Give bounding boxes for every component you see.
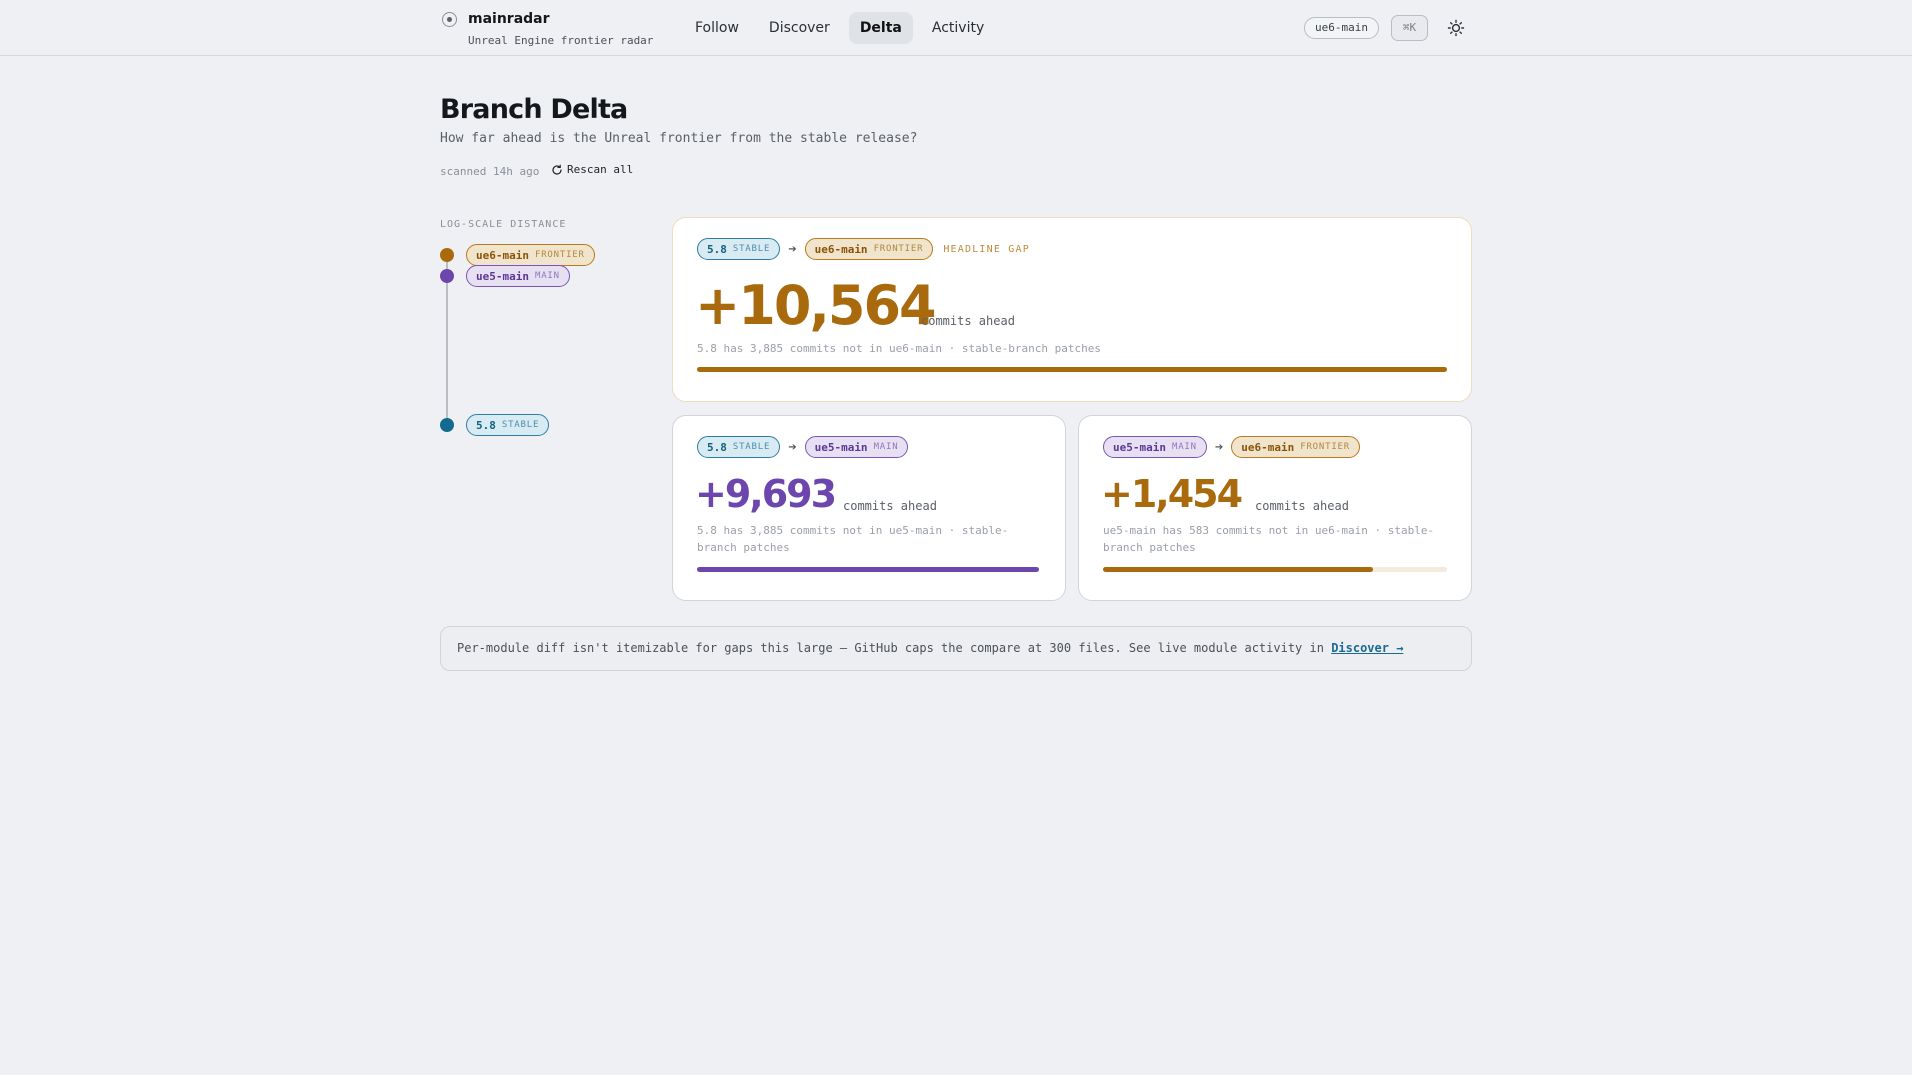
module-diff-note: Per-module diff isn't itemizable for gap… [440,626,1472,671]
stable-to-main-card: 5.8 STABLE ➔ ue5-main MAIN +9,693 commits … [672,415,1066,601]
discover-link[interactable]: Discover → [1331,641,1404,655]
scale-axis-line [446,255,448,425]
from-branch-tag[interactable]: 5.8 STABLE [697,436,781,458]
gap-progress-fill [1103,567,1374,572]
scale-dot-stable [440,418,454,432]
gap-detail-line-2: branch patches [1103,541,1196,554]
gap-progress-bar [1103,567,1447,572]
to-branch-tag[interactable]: ue6-main FRONTIER [1231,436,1360,458]
main-to-frontier-card: ue5-main MAIN ➔ ue6-main FRONTIER +1,454 c… [1078,415,1472,601]
arrow-right-icon: ➔ [788,441,797,453]
sun-icon[interactable] [1446,18,1466,38]
scale-tag-ue6-main[interactable]: ue6-main FRONTIER [466,244,595,266]
branch-selector-pill[interactable]: ue6-main [1304,17,1379,39]
main-nav: Follow Discover Delta Activity [684,12,995,44]
commits-ahead-unit: commits ahead [1255,499,1349,513]
commits-ahead-value: +1,454 [1101,472,1243,516]
top-bar: mainradar Unreal Engine frontier radar F… [0,0,1912,56]
radar-logo-icon [442,12,457,27]
command-palette-shortcut[interactable]: ⌘K [1391,15,1428,41]
nav-activity[interactable]: Activity [931,20,985,36]
scale-dot-frontier [440,248,454,262]
gap-detail: 5.8 has 3,885 commits not in ue6-main · … [697,342,1101,355]
branch-pair: 5.8 STABLE ➔ ue5-main MAIN [697,436,909,458]
arrow-right-icon: ➔ [1214,441,1224,453]
scan-timestamp: scanned 14h ago [440,165,540,178]
page-title: Branch Delta [440,94,628,125]
commits-ahead-unit: commits ahead [843,499,937,513]
branch-pair: 5.8 STABLE ➔ ue6-main FRONTIER HEADLINE GA… [697,238,1030,260]
from-branch-tag[interactable]: ue5-main MAIN [1103,436,1207,458]
headline-gap-label: HEADLINE GAP [943,243,1030,255]
page-subtitle: How far ahead is the Unreal frontier fro… [440,131,918,146]
gap-progress-fill [697,567,1039,572]
rescan-label: Rescan all [567,163,634,176]
gap-progress-bar [697,367,1447,372]
gap-detail-line-1: ue5-main has 583 commits not in ue6-main… [1103,524,1435,537]
gap-progress-bar [697,567,1039,572]
headline-gap-card: 5.8 STABLE ➔ ue6-main FRONTIER HEADLINE GA… [672,217,1472,402]
gap-progress-fill [697,367,1447,372]
to-branch-tag[interactable]: ue5-main MAIN [804,436,909,458]
nav-follow[interactable]: Follow [695,20,739,36]
from-branch-tag[interactable]: 5.8 STABLE [697,238,781,260]
branch-pair: ue5-main MAIN ➔ ue6-main FRONTIER [1103,436,1360,458]
note-text: Per-module diff isn't itemizable for gap… [457,641,1324,655]
to-branch-tag[interactable]: ue6-main FRONTIER [804,238,934,260]
nav-delta[interactable]: Delta [848,12,913,44]
arrow-right-icon: ➔ [788,243,797,255]
commits-ahead-value: +9,693 [695,472,837,516]
gap-detail-line-2: branch patches [697,541,790,554]
scale-tag-ue5-main[interactable]: ue5-main MAIN [466,265,570,287]
app-subtitle: Unreal Engine frontier radar [468,34,654,47]
rescan-all-button[interactable]: Rescan all [551,163,633,176]
scale-tag-5-8[interactable]: 5.8 STABLE [466,414,550,436]
nav-discover[interactable]: Discover [768,20,830,36]
commits-ahead-value: +10,564 [695,274,937,337]
refresh-icon [552,164,562,175]
gap-detail-line-1: 5.8 has 3,885 commits not in ue5-main · … [697,524,1009,537]
app-name[interactable]: mainradar [468,11,550,27]
scale-label: LOG-SCALE DISTANCE [440,219,567,230]
commits-ahead-unit: commits ahead [921,314,1015,328]
scale-dot-main [440,269,454,283]
